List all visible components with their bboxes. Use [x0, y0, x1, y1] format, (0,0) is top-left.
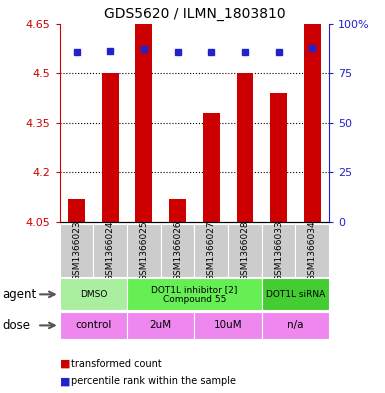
Bar [203, 113, 220, 222]
Bar [304, 24, 321, 222]
Text: control: control [75, 320, 112, 331]
Text: percentile rank within the sample: percentile rank within the sample [71, 376, 236, 386]
Bar [68, 199, 85, 222]
Bar [228, 224, 262, 277]
Text: ■: ■ [60, 358, 70, 369]
Bar [161, 224, 194, 277]
Text: transformed count: transformed count [71, 358, 162, 369]
Bar [60, 278, 127, 310]
Bar [262, 312, 329, 339]
Text: 2uM: 2uM [150, 320, 172, 331]
Text: agent: agent [2, 288, 36, 301]
Text: GSM1366027: GSM1366027 [207, 220, 216, 281]
Text: GSM1366034: GSM1366034 [308, 220, 317, 281]
Bar [169, 199, 186, 222]
Text: GSM1366028: GSM1366028 [241, 220, 249, 281]
Text: DOT1L siRNA: DOT1L siRNA [266, 290, 325, 299]
Text: DOT1L inhibitor [2]
Compound 55: DOT1L inhibitor [2] Compound 55 [151, 285, 238, 304]
Bar [136, 24, 152, 222]
Bar [296, 224, 329, 277]
Text: GSM1366033: GSM1366033 [274, 220, 283, 281]
Bar [194, 224, 228, 277]
Text: 10uM: 10uM [214, 320, 243, 331]
Bar [262, 278, 329, 310]
Text: GSM1366024: GSM1366024 [106, 220, 115, 281]
Bar [194, 312, 262, 339]
Text: GSM1366023: GSM1366023 [72, 220, 81, 281]
Text: ■: ■ [60, 376, 70, 386]
Bar [60, 224, 93, 277]
Text: GSM1366025: GSM1366025 [139, 220, 148, 281]
Text: n/a: n/a [287, 320, 304, 331]
Text: GSM1366026: GSM1366026 [173, 220, 182, 281]
Bar [270, 93, 287, 222]
Text: DMSO: DMSO [80, 290, 107, 299]
Bar [127, 312, 194, 339]
Title: GDS5620 / ILMN_1803810: GDS5620 / ILMN_1803810 [104, 7, 285, 21]
Bar [262, 224, 296, 277]
Bar [127, 224, 161, 277]
Bar [93, 224, 127, 277]
Bar [236, 73, 253, 222]
Bar [127, 278, 262, 310]
Bar [102, 73, 119, 222]
Bar [60, 312, 127, 339]
Text: dose: dose [2, 319, 30, 332]
